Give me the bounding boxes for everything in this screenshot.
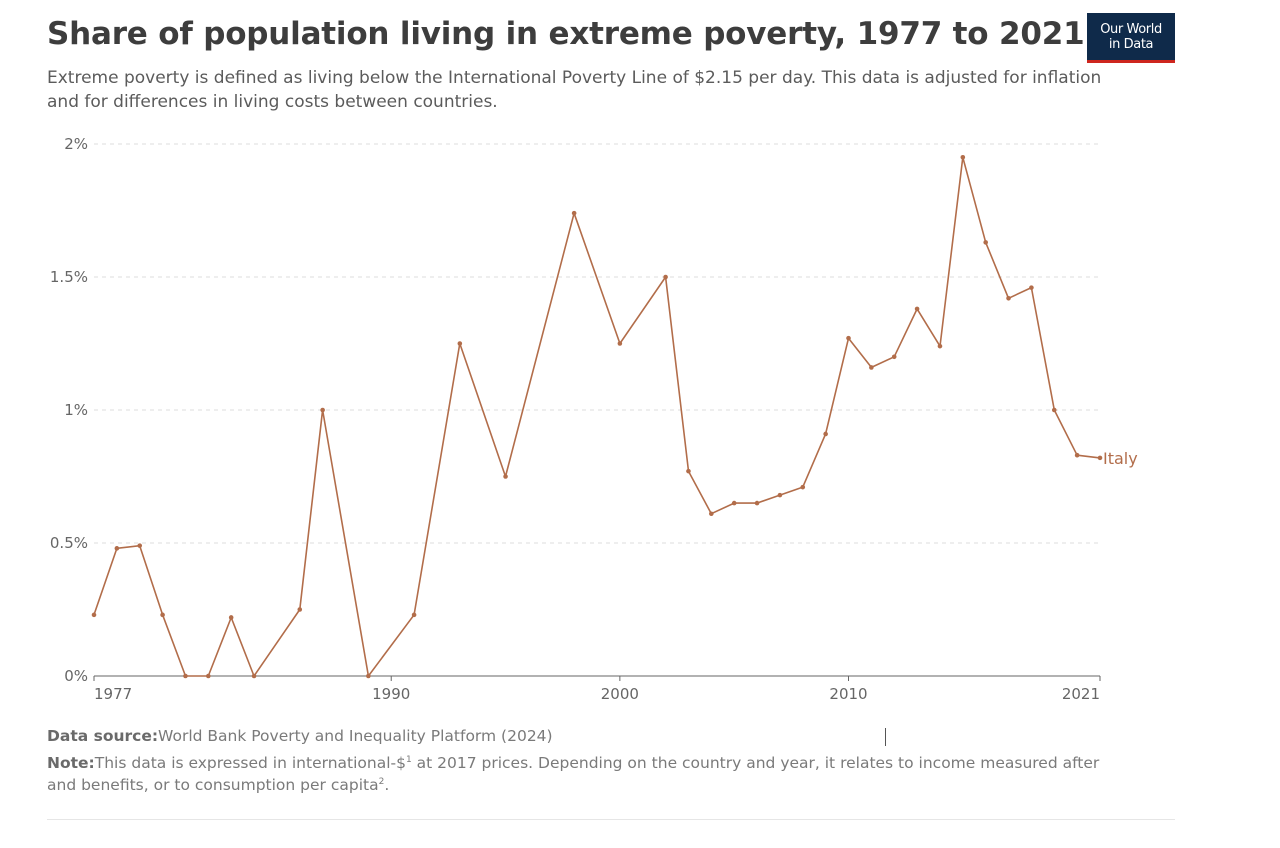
data-point xyxy=(114,546,120,551)
data-point xyxy=(1074,452,1080,458)
data-point xyxy=(1051,407,1057,413)
data-point xyxy=(1097,455,1103,461)
owid-logo[interactable]: Our World in Data xyxy=(1087,13,1175,63)
data-point xyxy=(228,615,234,620)
x-axis-ticks: 1977 1990 2000 2010 2021 xyxy=(93,676,1101,703)
data-point xyxy=(320,407,325,413)
y-axis-ticks: 0% 0.5% 1% 1.5% 2% xyxy=(50,135,88,685)
x-tick-label: 1990 xyxy=(372,685,410,703)
data-point xyxy=(617,341,623,346)
note-footnote-1[interactable]: 1 xyxy=(405,754,412,765)
data-point xyxy=(731,500,737,506)
data-point xyxy=(914,306,920,312)
x-tick-label: 1977 xyxy=(94,685,132,703)
y-tick-label: 1.5% xyxy=(50,268,88,286)
data-point xyxy=(503,474,508,479)
data-point xyxy=(983,240,988,245)
data-point xyxy=(960,155,966,160)
data-point xyxy=(937,343,943,349)
data-point xyxy=(663,274,668,280)
note-line-2: and benefits, or to consumption per capi… xyxy=(47,776,389,794)
data-point xyxy=(251,673,257,679)
note-text-b: at 2017 prices. Depending on the country… xyxy=(411,754,1100,772)
logo-line-2: in Data xyxy=(1108,37,1154,52)
data-point xyxy=(1029,285,1034,290)
chart-title: Share of population living in extreme po… xyxy=(47,16,1085,52)
data-point xyxy=(800,484,806,490)
text-cursor xyxy=(885,728,886,746)
data-point xyxy=(777,492,783,498)
data-point xyxy=(1006,295,1011,301)
chart-subtitle: Extreme poverty is defined as living bel… xyxy=(47,68,1102,112)
data-point xyxy=(183,673,188,679)
line-chart: 0% 0.5% 1% 1.5% 2% 1977 1990 2000 2010 2021 Ital… xyxy=(50,135,1138,703)
per-capita-link[interactable]: per capita xyxy=(300,776,379,794)
x-tick-label: 2000 xyxy=(601,685,639,703)
y-tick-label: 1% xyxy=(64,401,88,419)
x-tick-label: 2010 xyxy=(829,685,867,703)
data-point xyxy=(571,210,577,216)
international-dollar-link[interactable]: international-$ xyxy=(291,754,406,772)
data-point xyxy=(709,511,714,517)
note-label: Note: xyxy=(47,754,95,772)
y-tick-label: 0.5% xyxy=(50,534,88,552)
data-point xyxy=(91,612,97,618)
y-tick-label: 0% xyxy=(64,667,88,685)
series-label: Italy xyxy=(1103,449,1138,468)
note-line2-b: . xyxy=(384,776,390,794)
data-point xyxy=(891,354,897,360)
gridlines xyxy=(94,143,1100,544)
data-source-label: Data source: xyxy=(47,727,159,745)
data-point xyxy=(457,341,463,346)
data-point xyxy=(754,500,760,506)
note-text-a: This data is expressed in xyxy=(94,754,292,772)
data-source: Data source:World Bank Poverty and Inequ… xyxy=(47,727,553,745)
data-point xyxy=(686,468,691,474)
note-line2-a: and benefits, or to consumption xyxy=(47,776,301,794)
y-tick-label: 2% xyxy=(64,135,88,153)
note-line-1: Note:This data is expressed in internati… xyxy=(47,754,1197,772)
data-point xyxy=(297,607,303,612)
data-point xyxy=(137,543,143,548)
data-point xyxy=(411,612,417,618)
data-point xyxy=(869,365,874,370)
data-point xyxy=(823,431,828,437)
note-footnote-2[interactable]: 2 xyxy=(378,776,385,787)
series-layer: Italy xyxy=(91,155,1138,679)
data-point xyxy=(160,612,165,618)
data-point xyxy=(206,673,211,679)
series-line-italy xyxy=(93,156,1101,677)
footer-divider xyxy=(47,819,1175,820)
data-source-link[interactable]: World Bank Poverty and Inequality Platfo… xyxy=(158,727,553,745)
data-point xyxy=(366,673,371,679)
logo-line-1: Our World xyxy=(1100,22,1162,37)
x-tick-label: 2021 xyxy=(1062,685,1100,703)
data-point xyxy=(846,335,851,341)
